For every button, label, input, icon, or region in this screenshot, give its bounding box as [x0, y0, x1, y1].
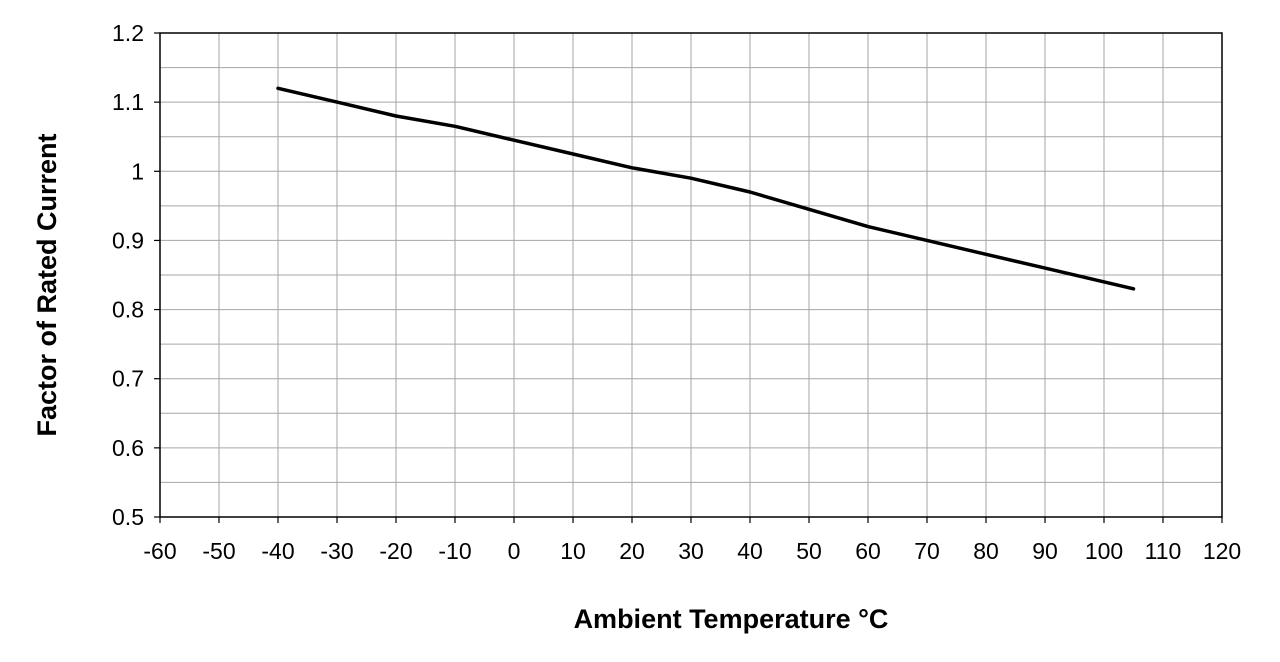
plot-frame	[159, 32, 1223, 518]
x-tick-label: 120	[1203, 538, 1241, 564]
x-tick-label: -60	[143, 538, 176, 564]
x-tick-label: 20	[619, 538, 645, 564]
x-tick-label: 80	[973, 538, 999, 564]
x-axis-title: Ambient Temperature °C	[574, 604, 889, 634]
y-tick-label: 0.5	[112, 504, 144, 530]
x-tick-label: 0	[508, 538, 521, 564]
series-group	[276, 86, 1136, 291]
x-tick-label: 10	[560, 538, 586, 564]
x-tick-label: -10	[438, 538, 471, 564]
y-axis-title: Factor of Rated Current	[32, 133, 62, 436]
x-tick-label: -40	[261, 538, 294, 564]
x-tick-label: 50	[796, 538, 822, 564]
y-axis-ticks: 0.5 0.6 0.7 0.8 0.9 1 1.1 1.2	[112, 20, 160, 530]
series-line	[276, 86, 1136, 291]
x-axis-ticks: -60 -50 -40 -30 -20 -10 0 10 20 30 40 50 60 70 80 90 100…	[143, 517, 1241, 564]
x-tick-label: 60	[855, 538, 881, 564]
x-tick-label: 90	[1032, 538, 1058, 564]
grid	[159, 32, 1223, 518]
x-tick-label: 30	[678, 538, 704, 564]
y-tick-label: 0.6	[112, 435, 144, 461]
y-tick-label: 0.9	[112, 227, 144, 253]
y-tick-label: 1.1	[112, 89, 144, 115]
y-tick-label: 1	[131, 158, 144, 184]
x-tick-label: 100	[1085, 538, 1123, 564]
y-tick-label: 1.2	[112, 20, 144, 46]
x-tick-label: 70	[914, 538, 940, 564]
x-tick-label: -30	[320, 538, 353, 564]
x-tick-label: 40	[737, 538, 763, 564]
x-tick-label: 110	[1145, 538, 1182, 564]
y-tick-label: 0.8	[112, 297, 144, 323]
x-tick-label: -20	[379, 538, 412, 564]
y-tick-label: 0.7	[112, 366, 144, 392]
x-tick-label: -50	[202, 538, 235, 564]
